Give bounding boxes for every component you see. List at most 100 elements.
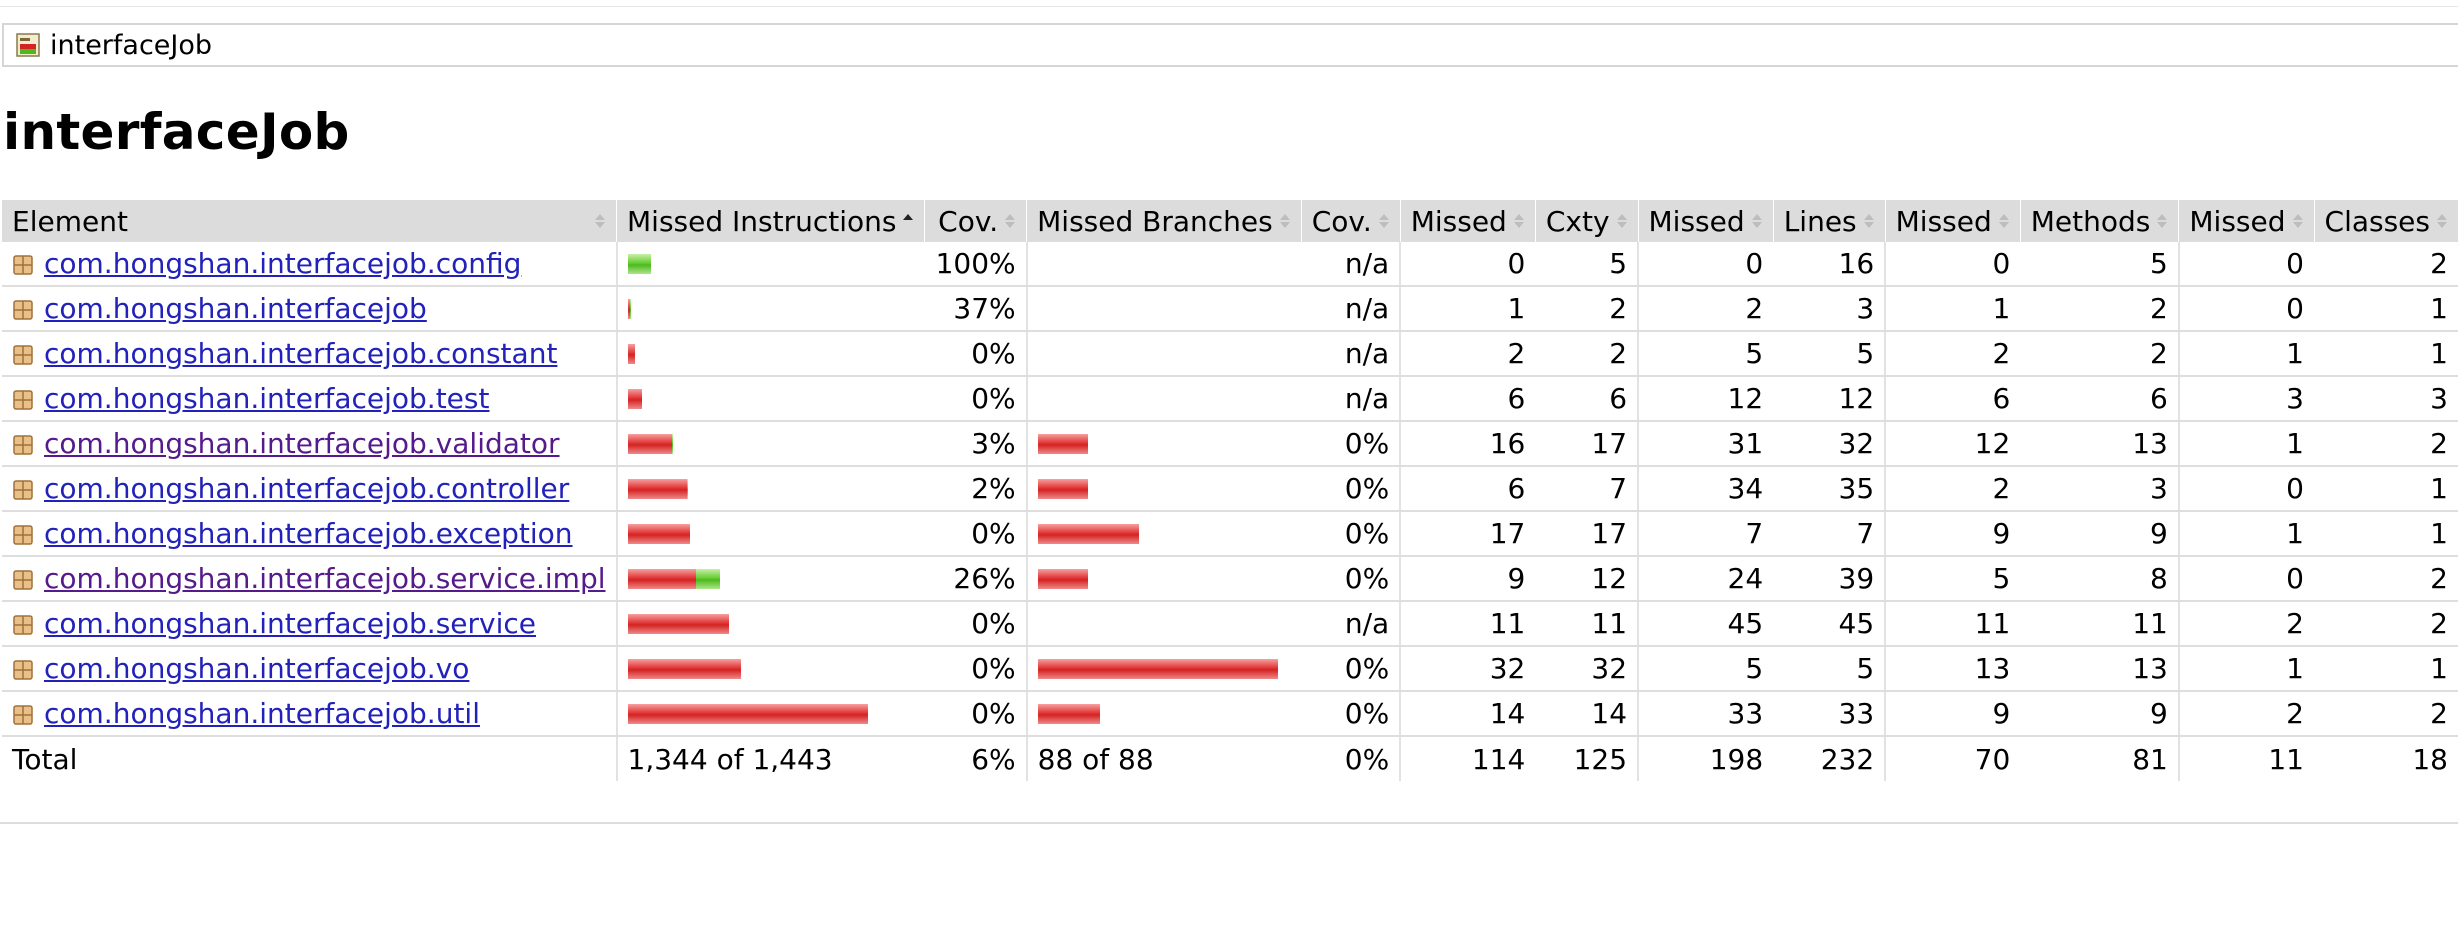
table-row: com.hongshan.interfacejob.config 100% n/a 0… bbox=[2, 242, 2458, 287]
package-link[interactable]: com.hongshan.interfacejob.util bbox=[44, 697, 480, 730]
table-header-row: Element Missed Instructions Cov. Missed Bra… bbox=[2, 200, 2458, 242]
package-icon bbox=[13, 345, 33, 365]
total-methods: 81 bbox=[2132, 742, 2168, 776]
sort-icon[interactable] bbox=[1751, 210, 1763, 232]
methods: 9 bbox=[2020, 691, 2179, 737]
methods-missed: 2 bbox=[1884, 331, 2021, 377]
sort-icon[interactable] bbox=[1513, 210, 1525, 232]
package-link[interactable]: com.hongshan.interfacejob.test bbox=[44, 382, 490, 415]
classes: 2 bbox=[2314, 556, 2458, 602]
missed-bar bbox=[1037, 478, 1088, 499]
column-header-12[interactable]: Classes bbox=[2313, 200, 2458, 242]
package-link[interactable]: com.hongshan.interfacejob.exception bbox=[44, 517, 573, 550]
package-link[interactable]: com.hongshan.interfacejob bbox=[44, 292, 427, 325]
classes-missed: 0 bbox=[2177, 556, 2314, 602]
missed-branches-bar-cell bbox=[1025, 421, 1302, 467]
sort-icon[interactable] bbox=[594, 210, 606, 232]
branches-coverage: n/a bbox=[1301, 601, 1401, 647]
instructions-coverage: 0% bbox=[924, 511, 1027, 557]
sort-icon[interactable] bbox=[1004, 210, 1016, 232]
package-link[interactable]: com.hongshan.interfacejob.controller bbox=[44, 472, 570, 505]
branches-bar bbox=[1037, 523, 1292, 544]
cxty-missed: 0 bbox=[1399, 242, 1536, 287]
sort-icon[interactable] bbox=[1378, 210, 1390, 232]
classes: 1 bbox=[2314, 466, 2458, 512]
page-title: interfaceJob bbox=[3, 103, 350, 161]
column-header-9[interactable]: Missed bbox=[1884, 200, 2021, 242]
lines: 33 bbox=[1773, 691, 1886, 737]
package-link[interactable]: com.hongshan.interfacejob.service.impl bbox=[44, 562, 606, 595]
sort-icon[interactable] bbox=[2292, 210, 2304, 232]
classes-missed: 3 bbox=[2177, 376, 2314, 422]
sort-icon[interactable] bbox=[1616, 210, 1628, 232]
missed-bar bbox=[627, 658, 741, 679]
branches-coverage: 0% bbox=[1301, 466, 1401, 512]
package-icon bbox=[13, 255, 33, 275]
branches-coverage: n/a bbox=[1301, 286, 1401, 332]
column-header-label: Cov. bbox=[938, 204, 999, 238]
table-row: com.hongshan.interfacejob.util 0% 0% 14 14 33… bbox=[2, 691, 2458, 737]
sort-icon[interactable] bbox=[2436, 210, 2448, 232]
missed-bar bbox=[1037, 568, 1088, 589]
classes: 1 bbox=[2314, 646, 2458, 692]
column-header-2[interactable]: Cov. bbox=[924, 200, 1027, 242]
breadcrumb-label[interactable]: interfaceJob bbox=[50, 29, 213, 61]
branches-bar bbox=[1037, 703, 1292, 724]
column-header-0[interactable]: Element bbox=[2, 200, 617, 242]
instructions-bar bbox=[627, 613, 915, 634]
missed-bar bbox=[627, 433, 672, 454]
report-icon bbox=[16, 33, 40, 57]
column-header-1[interactable]: Missed Instructions bbox=[616, 200, 925, 242]
column-header-5[interactable]: Missed bbox=[1399, 200, 1536, 242]
table-row: com.hongshan.interfacejob.validator 3% 0% 1… bbox=[2, 421, 2458, 467]
sort-icon[interactable] bbox=[2156, 210, 2168, 232]
column-header-label: Missed Instructions bbox=[627, 204, 897, 238]
column-header-6[interactable]: Cxty bbox=[1534, 200, 1639, 242]
element-cell: com.hongshan.interfacejob.config bbox=[2, 242, 617, 287]
package-link[interactable]: com.hongshan.interfacejob.constant bbox=[44, 337, 558, 370]
column-header-11[interactable]: Missed bbox=[2178, 200, 2314, 242]
sort-icon[interactable] bbox=[1998, 210, 2010, 232]
missed-instructions-bar-cell bbox=[615, 331, 925, 377]
missed-branches-bar-cell bbox=[1025, 691, 1302, 737]
package-link[interactable]: com.hongshan.interfacejob.config bbox=[44, 247, 522, 280]
methods-missed: 9 bbox=[1884, 691, 2021, 737]
instructions-bar bbox=[627, 568, 915, 589]
sort-icon[interactable] bbox=[1279, 210, 1291, 232]
package-link[interactable]: com.hongshan.interfacejob.service bbox=[44, 607, 536, 640]
sort-icon[interactable] bbox=[1863, 210, 1875, 232]
column-header-7[interactable]: Missed bbox=[1637, 200, 1774, 242]
classes-missed: 0 bbox=[2177, 466, 2314, 512]
table-row: com.hongshan.interfacejob 37% n/a 1 2 2 3 1 2 0 1 bbox=[2, 286, 2458, 332]
cxty: 14 bbox=[1535, 691, 1639, 737]
missed-instructions-bar-cell bbox=[615, 511, 925, 557]
missed-branches-bar-cell bbox=[1025, 601, 1302, 647]
methods: 13 bbox=[2020, 646, 2179, 692]
methods: 2 bbox=[2020, 331, 2179, 377]
total-lines: 232 bbox=[1820, 742, 1875, 776]
methods-missed: 1 bbox=[1884, 286, 2021, 332]
instructions-bar bbox=[627, 433, 915, 454]
missed-instructions-bar-cell bbox=[615, 601, 925, 647]
classes-missed: 0 bbox=[2177, 286, 2314, 332]
element-cell: com.hongshan.interfacejob.service bbox=[2, 601, 617, 647]
table-row: com.hongshan.interfacejob.test 0% n/a 6 6 12 1… bbox=[2, 376, 2458, 422]
missed-instructions-bar-cell bbox=[615, 556, 925, 602]
column-header-3[interactable]: Missed Branches bbox=[1026, 200, 1302, 242]
lines-missed: 5 bbox=[1637, 331, 1774, 377]
sort-ascending-icon[interactable] bbox=[902, 210, 914, 232]
package-link[interactable]: com.hongshan.interfacejob.validator bbox=[44, 427, 560, 460]
column-header-10[interactable]: Methods bbox=[2019, 200, 2179, 242]
column-header-label: Missed bbox=[1410, 204, 1507, 238]
element-cell: com.hongshan.interfacejob.exception bbox=[2, 511, 617, 557]
package-link[interactable]: com.hongshan.interfacejob.vo bbox=[44, 652, 470, 685]
covered-bar bbox=[629, 298, 631, 319]
top-divider bbox=[0, 6, 2458, 7]
column-header-4[interactable]: Cov. bbox=[1300, 200, 1401, 242]
package-icon bbox=[13, 480, 33, 500]
column-header-8[interactable]: Lines bbox=[1772, 200, 1886, 242]
instructions-bar bbox=[627, 388, 915, 409]
cxty-missed: 17 bbox=[1399, 511, 1536, 557]
missed-bar bbox=[1037, 433, 1088, 454]
total-methods-missed: 70 bbox=[1884, 736, 2021, 781]
